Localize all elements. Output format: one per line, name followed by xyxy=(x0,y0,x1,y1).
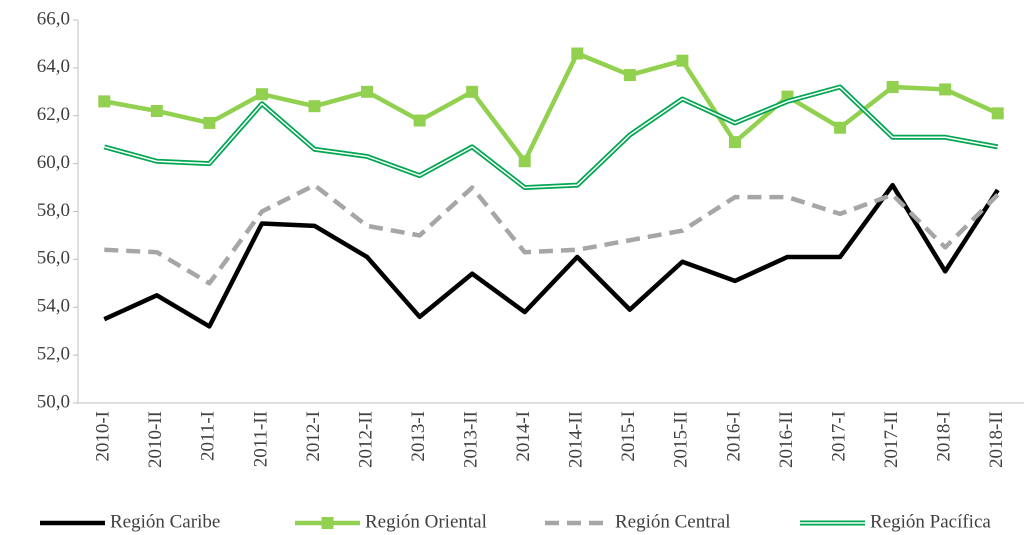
y-tick-label: 56,0 xyxy=(37,248,70,269)
marker xyxy=(518,155,531,168)
marker xyxy=(413,114,426,127)
marker xyxy=(308,100,321,113)
x-tick-label: 2017-I xyxy=(828,411,849,462)
line xyxy=(103,51,999,164)
x-tick-label: 2014-I xyxy=(513,411,534,462)
x-tick-label: 2015-II xyxy=(671,411,692,468)
marker xyxy=(361,85,374,98)
marker xyxy=(203,116,216,129)
x-tick-label: 2016-II xyxy=(776,411,797,468)
y-tick-label: 66,0 xyxy=(37,8,70,29)
marker xyxy=(571,47,584,60)
y-tick-label: 64,0 xyxy=(37,56,70,77)
marker xyxy=(466,85,479,98)
x-tick-label: 2011-I xyxy=(198,411,219,461)
x-tick-label: 2018-II xyxy=(986,411,1007,468)
line-inner xyxy=(104,86,998,189)
marker xyxy=(728,136,741,149)
line xyxy=(103,84,999,191)
x-tick-label: 2011-II xyxy=(250,411,271,467)
marker xyxy=(886,81,899,94)
x-tick-label: 2013-II xyxy=(461,411,482,468)
x-tick-label: 2016-I xyxy=(723,411,744,462)
line xyxy=(103,182,1000,329)
x-tick-label: 2018-I xyxy=(934,411,955,462)
y-tick-label: 62,0 xyxy=(37,104,70,125)
marker xyxy=(255,88,268,101)
marker xyxy=(98,95,111,108)
legend-label: Región Central xyxy=(615,511,731,532)
x-tick-label: 2014-II xyxy=(566,411,587,468)
y-tick-label: 58,0 xyxy=(37,200,70,221)
x-tick-label: 2010-I xyxy=(93,411,114,462)
y-tick-label: 60,0 xyxy=(37,152,70,173)
x-tick-label: 2015-I xyxy=(618,411,639,462)
x-tick-label: 2012-II xyxy=(355,411,376,468)
legend-label: Región Caribe xyxy=(110,511,220,532)
marker xyxy=(623,69,636,82)
x-tick-label: 2010-II xyxy=(145,411,166,468)
marker xyxy=(834,121,847,134)
legend-label: Región Oriental xyxy=(365,511,487,532)
x-tick-label: 2013-I xyxy=(408,411,429,462)
x-tick-label: 2012-I xyxy=(303,411,324,462)
x-tick-label: 2017-II xyxy=(881,411,902,468)
marker xyxy=(991,107,1004,120)
marker xyxy=(676,54,689,67)
y-tick-label: 50,0 xyxy=(37,391,70,412)
y-tick-label: 54,0 xyxy=(37,296,70,317)
legend-marker xyxy=(321,517,334,529)
line xyxy=(104,182,1000,286)
y-tick-label: 52,0 xyxy=(37,343,70,364)
legend-label: Región Pacífica xyxy=(870,511,991,532)
marker xyxy=(939,83,952,96)
marker xyxy=(150,104,163,117)
